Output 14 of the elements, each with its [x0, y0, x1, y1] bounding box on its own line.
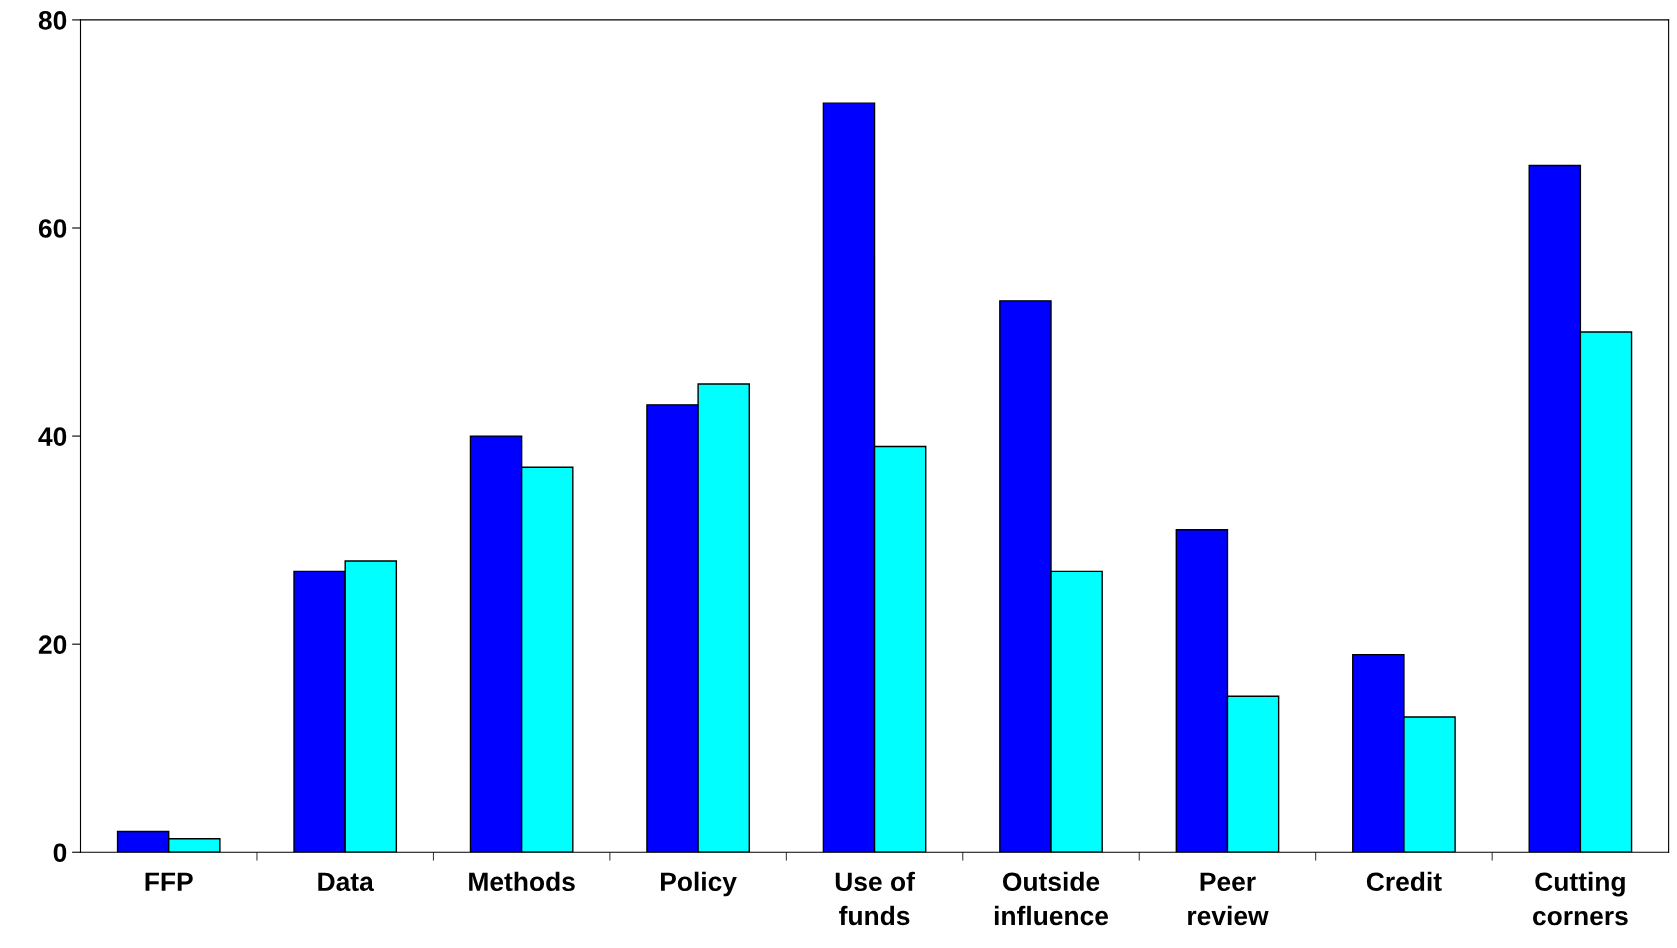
x-tick-label: Policy	[661, 871, 737, 897]
x-tick-label: FFP	[145, 872, 193, 891]
y-tick-label: 60	[38, 219, 67, 238]
y-tick-label: 40	[38, 427, 67, 446]
x-tick-label: Use of funds	[835, 871, 915, 926]
y-tick-label: 0	[53, 843, 67, 863]
y-tick-label: 80	[38, 11, 67, 30]
y-tick-label: 20	[38, 635, 67, 654]
x-tick-label: Data	[318, 872, 374, 892]
x-tick-label: Cutting corners	[1533, 871, 1628, 926]
x-tick-label: Outside influence	[994, 871, 1109, 926]
x-tick-label: Credit	[1366, 871, 1442, 892]
x-tick-label: Peer review	[1188, 872, 1269, 926]
x-tick-label: Methods	[469, 871, 575, 892]
